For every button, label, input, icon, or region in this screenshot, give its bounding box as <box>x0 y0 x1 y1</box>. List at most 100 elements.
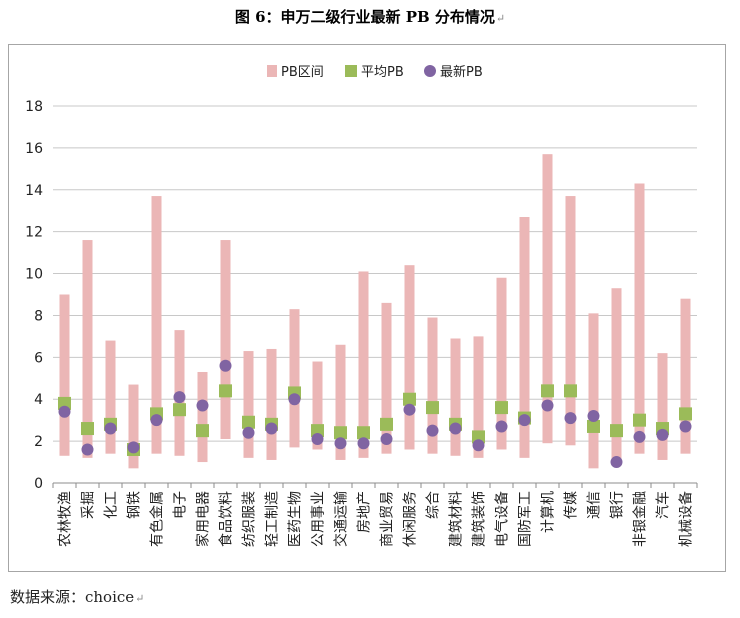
latest-pb-marker <box>265 422 278 435</box>
pb-range-bar <box>82 240 93 458</box>
pb-range-bar <box>197 371 208 463</box>
latest-pb-marker <box>242 426 255 439</box>
x-category-label: 农林牧渔 <box>58 491 74 547</box>
x-category-label: 有色金属 <box>149 491 166 547</box>
y-tick-label: 0 <box>34 476 43 492</box>
latest-pb-marker <box>81 443 94 456</box>
latest-pb-marker <box>334 437 347 450</box>
avg-pb-marker <box>357 426 370 440</box>
pb-range-bar <box>335 344 346 460</box>
x-category-label: 通信 <box>587 491 603 519</box>
chart-frame: 0 2 4 6 8 10 12 14 16 18 农林牧渔 采掘 化工 钢铁 有色金属 电子 家用电器 食品饮料纺… <box>8 44 726 572</box>
pb-range-bar <box>105 340 116 454</box>
latest-pb-marker <box>403 403 416 416</box>
y-tick-label: 10 <box>25 267 43 283</box>
x-category-label: 食品饮料 <box>218 491 235 547</box>
latest-pb-marker <box>380 433 393 446</box>
x-category-label: 公用事业 <box>311 491 327 547</box>
latest-pb-marker <box>357 437 370 450</box>
avg-pb-marker <box>173 403 186 417</box>
avg-pb-marker <box>219 384 232 398</box>
x-category-label: 钢铁 <box>127 491 143 519</box>
pb-range-bar <box>588 313 599 469</box>
avg-pb-marker <box>311 424 324 438</box>
x-category-label: 机械设备 <box>678 491 695 547</box>
latest-pb-marker <box>58 405 71 418</box>
latest-pb-marker <box>518 414 531 427</box>
x-category-label: 非银金融 <box>633 491 649 547</box>
pb-range-bar <box>59 294 70 456</box>
latest-pb-marker <box>541 399 554 412</box>
latest-pb-marker <box>472 439 485 452</box>
page-title: 图 6：申万二级行业最新 PB 分布情况↵ <box>0 6 740 27</box>
legend-latest-label: 最新PB <box>440 64 483 80</box>
avg-pb-marker <box>334 426 347 440</box>
pb-range-bar <box>243 351 254 458</box>
avg-pb-marker <box>587 419 600 433</box>
x-category-label: 采掘 <box>81 491 97 519</box>
latest-pb-marker <box>150 414 163 427</box>
legend: PB区间 平均PB 最新PB <box>267 64 483 80</box>
x-category-label: 综合 <box>426 491 442 519</box>
x-category-label: 传媒 <box>564 491 580 519</box>
x-category-label: 电子 <box>173 491 189 519</box>
legend-range-label: PB区间 <box>281 65 324 80</box>
avg-pb-marker <box>541 384 554 398</box>
x-category-label: 医药生物 <box>288 491 304 547</box>
pb-range-bar <box>151 196 162 454</box>
x-category-label: 交通运输 <box>333 491 350 547</box>
x-category-label: 房地产 <box>357 491 373 533</box>
x-category-label: 家用电器 <box>195 491 212 547</box>
latest-pb-marker <box>311 433 324 446</box>
latest-pb-marker <box>426 424 439 437</box>
pb-range-bar <box>680 298 691 454</box>
latest-pb-marker <box>196 399 209 412</box>
pb-range-bar <box>312 361 323 450</box>
pb-range-bar <box>128 384 139 469</box>
avg-pb-marker <box>81 422 94 436</box>
pb-range-bar <box>427 317 438 454</box>
pb-range-bar <box>634 183 645 454</box>
x-category-label: 汽车 <box>655 491 672 519</box>
x-category-label: 电气设备 <box>494 491 511 547</box>
latest-pb-marker <box>633 430 646 443</box>
latest-pb-marker <box>219 359 232 372</box>
y-tick-label: 8 <box>34 308 43 324</box>
x-category-label: 计算机 <box>541 491 557 533</box>
avg-pb-marker <box>426 401 439 415</box>
page-title-text: 图 6：申万二级行业最新 PB 分布情况 <box>234 8 495 26</box>
pb-range-bar <box>450 338 461 456</box>
latest-pb-marker <box>104 422 117 435</box>
latest-pb-marker <box>449 422 462 435</box>
avg-pb-marker <box>679 407 692 421</box>
x-category-label: 银行 <box>610 491 626 519</box>
avg-pb-marker <box>495 401 508 415</box>
y-tick-label: 6 <box>34 350 43 366</box>
x-category-label: 化工 <box>104 491 120 519</box>
latest-pb-marker <box>288 393 301 406</box>
chart: 0 2 4 6 8 10 12 14 16 18 农林牧渔 采掘 化工 钢铁 有色金属 电子 家用电器 食品饮料纺… <box>25 64 698 547</box>
latest-pb-marker <box>610 456 623 469</box>
legend-avg-label: 平均PB <box>361 65 404 80</box>
pb-range-bar <box>657 353 668 460</box>
latest-pb-marker <box>656 428 669 441</box>
legend-latest-swatch <box>424 65 436 77</box>
latest-pb-marker <box>564 412 577 425</box>
avg-pb-marker <box>58 396 71 410</box>
x-category-label: 纺织服装 <box>242 491 258 547</box>
pb-range-bar <box>404 265 415 450</box>
y-tick-label: 16 <box>25 141 43 157</box>
latest-pb-marker <box>173 391 186 404</box>
latest-pb-marker <box>679 420 692 433</box>
pb-range-bar <box>381 302 392 454</box>
avg-pb-marker <box>196 424 209 438</box>
y-tick-label: 12 <box>25 225 43 241</box>
avg-pb-marker <box>242 415 255 429</box>
pb-range-bar <box>473 336 484 458</box>
avg-pb-marker <box>610 424 623 438</box>
latest-pb-marker <box>127 441 140 454</box>
paragraph-mark-icon-2: ↵ <box>135 592 145 605</box>
y-tick-label: 4 <box>34 392 43 408</box>
x-category-label: 休闲服务 <box>403 491 419 547</box>
paragraph-mark-icon: ↵ <box>495 12 506 25</box>
